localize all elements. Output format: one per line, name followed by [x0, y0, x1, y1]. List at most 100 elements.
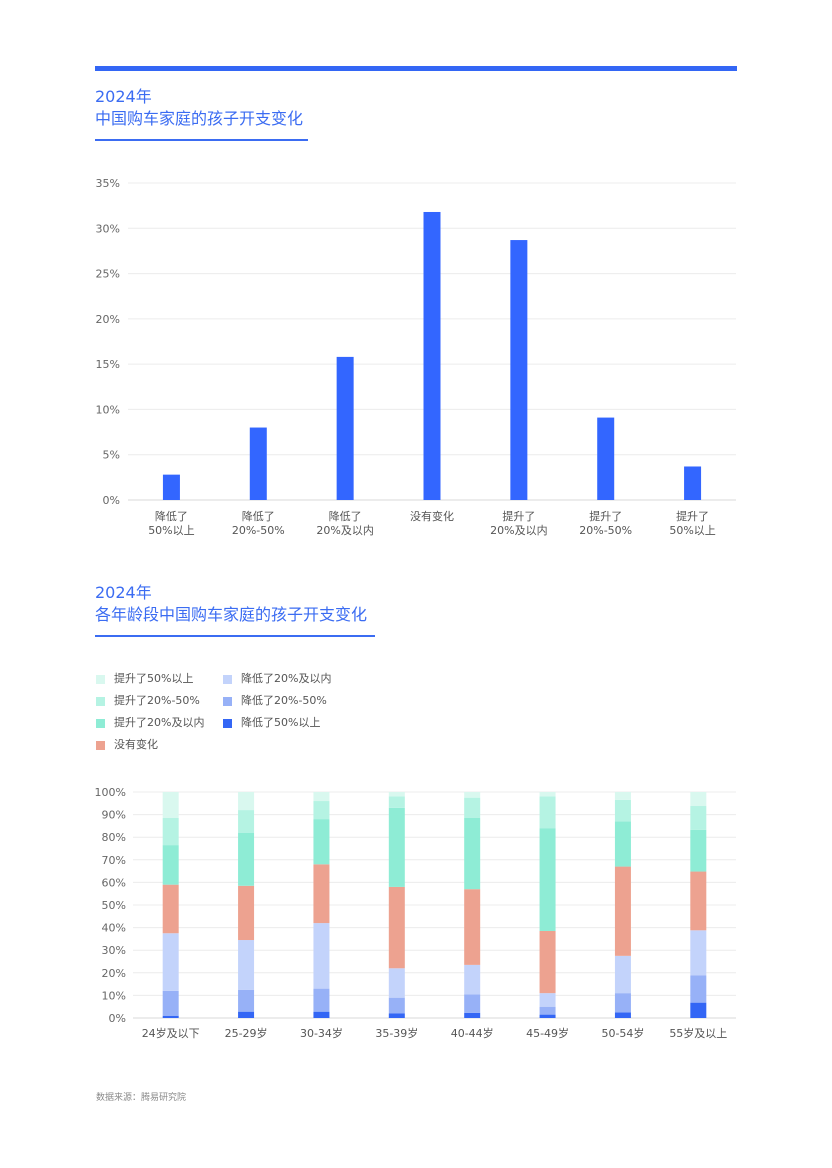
- chart1-bar: [249, 427, 267, 500]
- chart2-bar-segment: [162, 817, 179, 846]
- chart2-legend-swatch: [223, 675, 232, 684]
- chart2-bar-segment: [238, 940, 255, 990]
- chart2-bar-segment: [238, 810, 255, 833]
- chart2-bar-segment: [464, 817, 481, 890]
- chart2-bar-segment: [388, 968, 405, 998]
- chart1-y-tick-label: 0%: [103, 494, 120, 507]
- chart2-bar-segment: [539, 930, 556, 994]
- chart2-x-tick-label: 35-39岁: [375, 1026, 418, 1040]
- chart2-bar-segment: [238, 792, 255, 811]
- chart2-y-tick-label: 40%: [102, 922, 126, 935]
- chart1-title-text: 中国购车家庭的孩子开支变化: [95, 109, 304, 128]
- chart2-bar-segment: [313, 792, 330, 802]
- chart2-legend-label: 降低了20%及以内: [241, 672, 332, 685]
- chart1-bar: [423, 211, 441, 501]
- chart1-x-tick-label: 提升了: [502, 510, 535, 523]
- chart2-bar-segment: [690, 975, 707, 1003]
- chart2-bar-segment: [388, 792, 405, 797]
- chart1-x-tick-label: 降低了: [329, 509, 362, 523]
- chart2-x-tick-label: 55岁及以上: [669, 1026, 727, 1040]
- chart2-bar-segment: [539, 796, 556, 829]
- chart1-y-tick-label: 25%: [96, 268, 120, 281]
- chart2-bar-segment: [464, 994, 481, 1013]
- chart1-svg: 0%5%10%15%20%25%30%35%降低了50%以上降低了20%-50%…: [96, 177, 736, 537]
- chart2-bar-segment: [464, 797, 481, 818]
- chart1-x-tick-label: 50%以上: [148, 524, 194, 537]
- top-accent-bar: [95, 66, 737, 71]
- chart2-legend-swatch: [96, 719, 105, 728]
- chart1-bar: [510, 240, 528, 500]
- chart2-title-year: 2024年: [95, 583, 152, 602]
- chart2-bar-segment: [464, 889, 481, 965]
- chart2-legend-label: 没有变化: [114, 738, 158, 751]
- chart2-y-tick-label: 80%: [102, 831, 126, 844]
- chart2-bar-segment: [238, 885, 255, 941]
- chart1-x-tick-label: 降低了: [242, 509, 275, 523]
- chart2-bar-segment: [388, 997, 405, 1014]
- chart2-bar-segment: [690, 792, 707, 807]
- chart2-y-tick-label: 60%: [102, 876, 126, 889]
- chart1-x-tick-label: 20%-50%: [579, 524, 632, 537]
- chart1-x-tick-label: 20%-50%: [232, 524, 285, 537]
- chart2-bar-segment: [614, 821, 631, 867]
- chart1-title-underline: [95, 139, 308, 141]
- chart2-y-tick-label: 50%: [102, 899, 126, 912]
- chart2-legend-swatch: [96, 675, 105, 684]
- chart1-x-tick-label: 提升了: [589, 510, 622, 523]
- chart1-x-tick-label: 20%及以内: [316, 523, 373, 537]
- chart2-y-tick-label: 90%: [102, 809, 126, 822]
- chart2-legend-label: 降低了50%以上: [241, 716, 321, 729]
- chart2-y-tick-label: 0%: [109, 1012, 126, 1025]
- chart2-y-tick-label: 30%: [102, 944, 126, 957]
- chart2-bar-segment: [614, 955, 631, 994]
- chart2-bar-segment: [313, 801, 330, 820]
- chart2-bar-segment: [614, 866, 631, 956]
- chart1-y-tick-label: 5%: [103, 449, 120, 462]
- chart2-bar-segment: [313, 864, 330, 924]
- chart2-y-tick-label: 70%: [102, 854, 126, 867]
- chart2-bar-segment: [238, 989, 255, 1012]
- chart2-bar-segment: [388, 886, 405, 969]
- chart2-bar-segment: [690, 806, 707, 830]
- chart2-y-tick-label: 20%: [102, 967, 126, 980]
- chart2-bar-segment: [313, 923, 330, 989]
- chart2-bar-segment: [388, 807, 405, 887]
- chart2-legend-swatch: [96, 697, 105, 706]
- chart2-title-text: 各年龄段中国购车家庭的孩子开支变化: [95, 605, 368, 624]
- chart2-bar-segment: [539, 828, 556, 931]
- chart2-x-tick-label: 45-49岁: [526, 1026, 569, 1040]
- chart1-x-tick-label: 提升了: [676, 510, 709, 523]
- chart2-bar-segment: [690, 871, 707, 931]
- chart2-x-tick-label: 50-54岁: [601, 1026, 644, 1040]
- chart2-bar-segment: [464, 1012, 481, 1018]
- chart2-bar-segment: [539, 792, 556, 797]
- chart1-bar: [684, 466, 702, 500]
- chart2-y-tick-label: 100%: [95, 786, 126, 799]
- chart1-bar: [336, 356, 354, 500]
- chart2-bar-segment: [238, 832, 255, 886]
- chart2-legend-swatch: [223, 697, 232, 706]
- chart1-title: 2024年 中国购车家庭的孩子开支变化: [95, 86, 308, 141]
- chart2-x-tick-label: 24岁及以下: [142, 1026, 200, 1040]
- chart2-bar-segment: [464, 964, 481, 995]
- chart2-bar-segment: [162, 1015, 179, 1018]
- data-source-note: 数据来源：腾易研究院: [96, 1093, 187, 1103]
- chart1-bar: [162, 474, 180, 500]
- chart2-title: 2024年 各年龄段中国购车家庭的孩子开支变化: [95, 582, 375, 637]
- chart2-legend-swatch: [96, 741, 105, 750]
- chart2-legend-label: 提升了20%及以内: [114, 716, 205, 729]
- chart2-bar-segment: [162, 933, 179, 991]
- chart1-x-tick-label: 降低了: [155, 509, 188, 523]
- chart1-y-tick-label: 30%: [96, 222, 120, 235]
- chart1-y-tick-label: 35%: [96, 177, 120, 190]
- chart2-bar-segment: [690, 1002, 707, 1018]
- chart1-x-tick-label: 20%及以内: [490, 523, 547, 537]
- chart2-bar-segment: [690, 930, 707, 976]
- chart1-title-year: 2024年: [95, 87, 152, 106]
- chart2-bar-segment: [614, 1012, 631, 1018]
- chart2-x-tick-label: 25-29岁: [225, 1026, 268, 1040]
- chart2-bar-segment: [539, 993, 556, 1007]
- chart1-x-tick-label: 没有变化: [410, 509, 454, 523]
- chart1-y-tick-label: 10%: [96, 403, 120, 416]
